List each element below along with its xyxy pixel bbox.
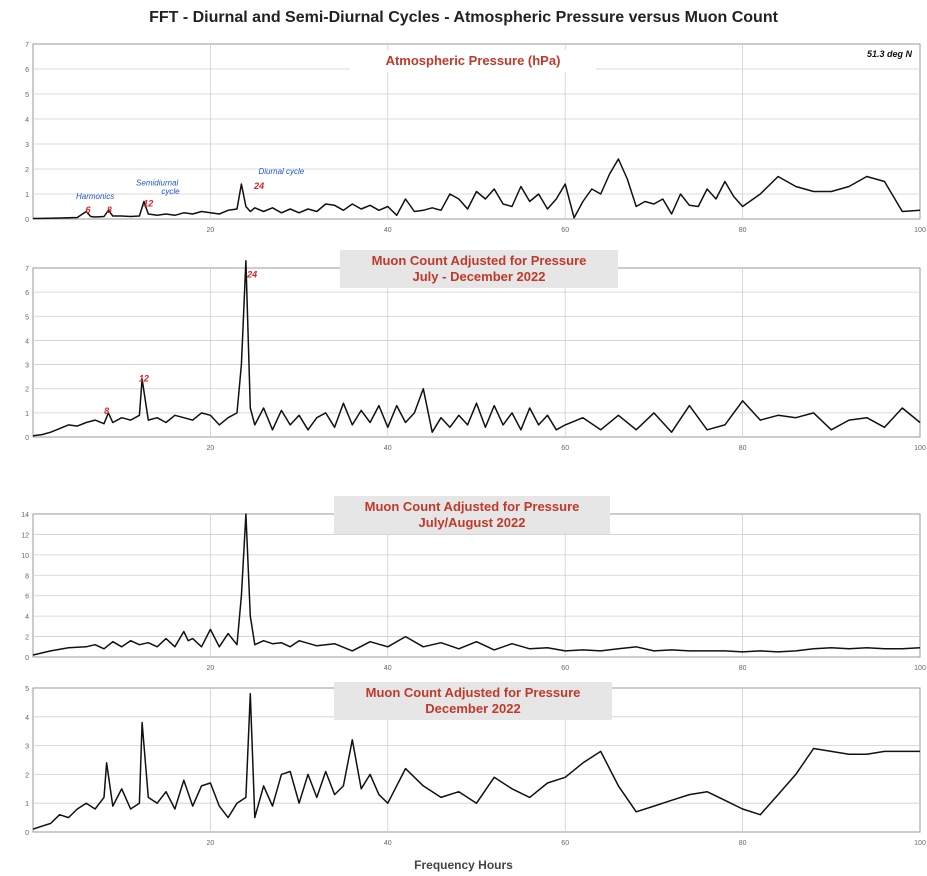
panel-4-xtick-label: 40 <box>384 840 392 847</box>
panel-3-ytick-label: 8 <box>25 573 29 580</box>
panel-2-title-box: Muon Count Adjusted for Pressure July - … <box>340 250 618 288</box>
panel-3-xtick-label: 40 <box>384 665 392 672</box>
panel-3-xtick-label: 100 <box>914 665 926 672</box>
main-title: FFT - Diurnal and Semi-Diurnal Cycles - … <box>149 9 778 26</box>
panel-4-ytick-label: 4 <box>25 715 29 722</box>
panel-1-annotation-blue: Harmonics <box>76 192 114 201</box>
panel-4-title: Muon Count Adjusted for Pressure <box>365 685 581 700</box>
panel-1-ytick-label: 2 <box>25 167 29 174</box>
panel-3-xtick-label: 60 <box>561 665 569 672</box>
panel-2-ytick-label: 1 <box>25 411 29 418</box>
panel-1-ytick-label: 1 <box>25 192 29 199</box>
panel-2-ytick-label: 0 <box>25 435 29 442</box>
panel-1-annotation-blue: Diurnal cycle <box>258 167 304 176</box>
panel-4-ytick-label: 1 <box>25 801 29 808</box>
panel-1-annotation-red: 12 <box>143 199 153 209</box>
panel-3-subtitle: July/August 2022 <box>418 515 526 530</box>
panel-2-plot-frame <box>32 267 921 438</box>
panel-1-ytick-label: 7 <box>25 42 29 49</box>
panel-1-title: Atmospheric Pressure (hPa) <box>385 53 561 68</box>
panel-1-annotation-blue: Semidiurnal <box>136 178 178 187</box>
panel-1-xtick-label: 80 <box>739 227 747 234</box>
panel-2-ytick-label: 5 <box>25 314 29 321</box>
panel-2-annotation-red: 12 <box>139 373 149 383</box>
panel-1-title-box: Atmospheric Pressure (hPa) <box>350 50 596 72</box>
panel-3-series-line <box>32 513 921 656</box>
panel-1-plot-frame <box>32 43 921 220</box>
panel-1-xtick-label: 100 <box>914 227 926 234</box>
panel-1-ytick-label: 0 <box>25 217 29 224</box>
panel-2-xtick-label: 100 <box>914 445 926 452</box>
panel-3-xtick-label: 20 <box>207 665 215 672</box>
panel-3-ytick-label: 12 <box>21 532 29 539</box>
panel-2-xtick-label: 40 <box>384 445 392 452</box>
panel-1-location-note: 51.3 deg N <box>867 49 913 59</box>
panel-3-ytick-label: 10 <box>21 553 29 560</box>
panel-1-ytick-label: 5 <box>25 92 29 99</box>
panel-1-annotation-red: 6 <box>85 205 91 215</box>
panel-2-subtitle: July - December 2022 <box>412 269 546 284</box>
panel-3-ytick-label: 6 <box>25 594 29 601</box>
panel-4-ytick-label: 0 <box>25 830 29 837</box>
panel-3-title: Muon Count Adjusted for Pressure <box>364 499 580 514</box>
panel-2-xtick-label: 20 <box>207 445 215 452</box>
panel-3-xtick-label: 80 <box>739 665 747 672</box>
panel-4-xtick-label: 80 <box>739 840 747 847</box>
panel-3-ytick-label: 2 <box>25 635 29 642</box>
panel-3-ytick-label: 14 <box>21 512 29 519</box>
panel-1-ytick-label: 6 <box>25 67 29 74</box>
panel-2-ytick-label: 4 <box>25 338 29 345</box>
x-axis-label: Frequency Hours <box>414 858 513 872</box>
panel-4-xtick-label: 100 <box>914 840 926 847</box>
panel-4-ytick-label: 5 <box>25 686 29 693</box>
panel-3-title-box: Muon Count Adjusted for Pressure July/Au… <box>334 496 610 534</box>
panel-4-ytick-label: 3 <box>25 744 29 751</box>
panel-3-ytick-label: 4 <box>25 614 29 621</box>
panel-4-ytick-label: 2 <box>25 772 29 779</box>
panel-2-ytick-label: 2 <box>25 387 29 394</box>
panel-2-xtick-label: 60 <box>561 445 569 452</box>
panel-2-ytick-label: 6 <box>25 290 29 297</box>
panel-2-ytick-label: 7 <box>25 266 29 273</box>
panel-4-series-line <box>32 693 920 830</box>
panel-1-ytick-label: 4 <box>25 117 29 124</box>
panel-1-ytick-label: 3 <box>25 142 29 149</box>
panel-4-xtick-label: 60 <box>561 840 569 847</box>
panel-4-subtitle: December 2022 <box>425 701 521 716</box>
panel-2-series-line <box>32 260 921 437</box>
panel-1-series-line <box>32 158 921 220</box>
panel-2-annotation-red: 24 <box>246 270 257 280</box>
panel-1-xtick-label: 60 <box>561 227 569 234</box>
panel-2-xtick-label: 80 <box>739 445 747 452</box>
panel-4-title-box: Muon Count Adjusted for Pressure Decembe… <box>334 682 612 720</box>
panel-1-annotation-blue: cycle <box>161 187 180 196</box>
panel-2-ytick-label: 3 <box>25 363 29 370</box>
panel-1-annotation-red: 24 <box>253 181 264 191</box>
panel-2-title: Muon Count Adjusted for Pressure <box>371 253 587 268</box>
panel-1-xtick-label: 20 <box>207 227 215 234</box>
panel-1-annotation-red: 8 <box>107 205 112 215</box>
panel-2-annotation-red: 8 <box>104 406 109 416</box>
panel-3-plot-frame <box>32 513 921 658</box>
panel-3-ytick-label: 0 <box>25 655 29 662</box>
panel-4-xtick-label: 20 <box>207 840 215 847</box>
panel-1-xtick-label: 40 <box>384 227 392 234</box>
